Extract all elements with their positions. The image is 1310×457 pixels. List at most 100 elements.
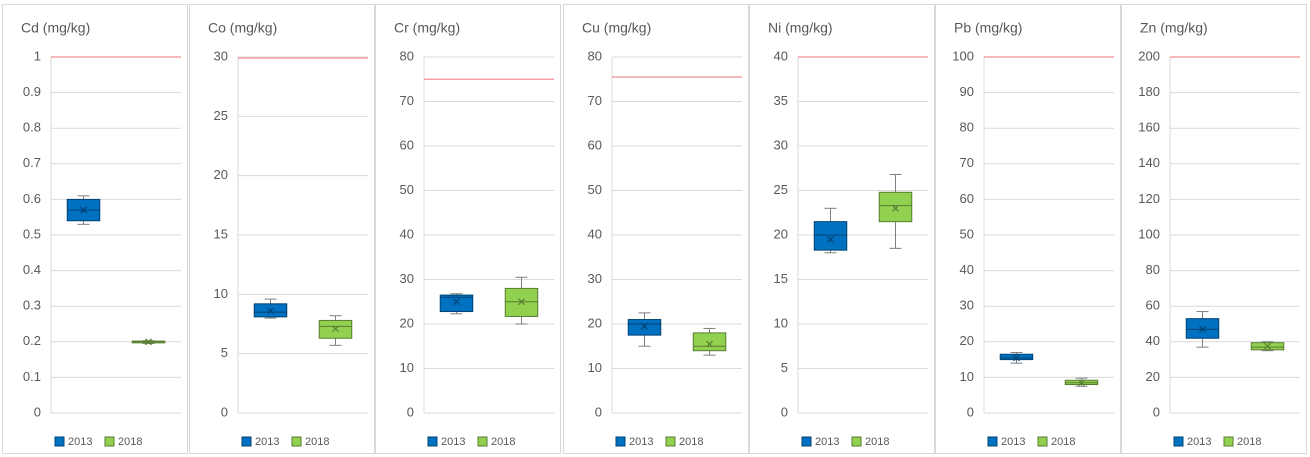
legend-label: 2013 [441, 436, 465, 448]
legend-swatch [104, 436, 115, 447]
y-tick-label: 100 [1138, 226, 1160, 241]
legend-swatch [987, 436, 998, 447]
mean-marker [145, 338, 152, 346]
y-tick-label: 10 [960, 369, 974, 384]
mean-marker [1264, 342, 1271, 350]
legend-label: 2013 [629, 436, 653, 448]
mean-marker [827, 236, 834, 243]
y-tick-label: 0.9 [23, 84, 41, 99]
y-tick-label: 0.8 [23, 120, 41, 135]
y-tick-label: 70 [960, 155, 974, 170]
y-tick-label: 20 [774, 226, 788, 241]
y-tick-label: 180 [1138, 84, 1160, 99]
y-tick-label: 25 [774, 182, 788, 197]
chart-title: Cu (mg/kg) [582, 20, 651, 36]
y-tick-label: 50 [960, 226, 974, 241]
y-tick-label: 140 [1138, 155, 1160, 170]
y-tick-label: 70 [400, 93, 414, 108]
box-panel: Ni (mg/kg) 0 5 10 15 20 25 30 35 40 2013 2018 [749, 4, 935, 454]
legend-swatch [1037, 436, 1048, 447]
y-tick-label: 40 [588, 226, 602, 241]
legend-label: 2018 [1237, 436, 1261, 448]
y-tick-label: 80 [588, 48, 602, 63]
y-tick-label: 0 [221, 404, 228, 419]
legend-label: 2018 [118, 436, 142, 448]
y-tick-label: 10 [774, 315, 788, 330]
legend-swatch [1173, 436, 1184, 447]
legend-label: 2013 [1187, 436, 1211, 448]
y-tick-label: 10 [588, 360, 602, 375]
legend-swatch [54, 436, 65, 447]
mean-marker [706, 340, 713, 348]
mean-marker [1078, 379, 1085, 387]
y-tick-label: 30 [400, 271, 414, 286]
y-tick-label: 90 [960, 84, 974, 99]
box-panel: Cr (mg/kg) 0 10 20 30 40 50 60 70 80 2013 2018 [375, 4, 561, 454]
legend-swatch [291, 436, 302, 447]
y-tick-label: 1 [34, 48, 41, 63]
y-tick-label: 80 [960, 120, 974, 135]
legend-label: 2018 [491, 436, 515, 448]
y-tick-label: 15 [214, 226, 228, 241]
y-tick-label: 0.3 [23, 298, 41, 313]
y-tick-label: 40 [774, 48, 788, 63]
y-tick-label: 0.5 [23, 226, 41, 241]
y-tick-label: 0 [781, 404, 788, 419]
box-panel: Cd (mg/kg) 0 0.1 0.2 0.3 0.4 0.5 0.6 0.7 0.8 0.9 1 2… [2, 4, 188, 454]
legend-swatch [427, 436, 438, 447]
mean-marker [518, 298, 525, 306]
y-tick-label: 0 [595, 404, 602, 419]
y-tick-label: 0 [407, 404, 414, 419]
y-tick-label: 20 [214, 167, 228, 182]
y-tick-label: 25 [214, 108, 228, 123]
y-tick-label: 80 [1146, 262, 1160, 277]
chart-title: Cd (mg/kg) [21, 20, 90, 36]
y-tick-label: 30 [960, 298, 974, 313]
y-tick-label: 30 [588, 271, 602, 286]
box [878, 191, 913, 223]
y-tick-label: 20 [400, 315, 414, 330]
y-tick-label: 5 [781, 360, 788, 375]
legend-label: 2013 [68, 436, 92, 448]
legend-label: 2018 [679, 436, 703, 448]
mean-marker [1199, 325, 1206, 333]
legend-label: 2018 [305, 436, 329, 448]
y-tick-label: 100 [952, 48, 974, 63]
box-panel: Cu (mg/kg) 0 10 20 30 40 50 60 70 80 2013 2018 [563, 4, 749, 454]
y-tick-label: 120 [1138, 191, 1160, 206]
chart-title: Pb (mg/kg) [954, 20, 1022, 36]
y-tick-label: 200 [1138, 48, 1160, 63]
box [1185, 318, 1220, 339]
legend-swatch [615, 436, 626, 447]
legend-label: 2013 [815, 436, 839, 448]
y-tick-label: 35 [774, 93, 788, 108]
mean-marker [332, 325, 339, 333]
y-tick-label: 30 [214, 48, 228, 63]
legend-swatch [851, 436, 862, 447]
legend-label: 2013 [255, 436, 279, 448]
y-tick-label: 60 [588, 137, 602, 152]
y-tick-label: 60 [960, 191, 974, 206]
y-tick-label: 20 [588, 315, 602, 330]
y-tick-label: 0.7 [23, 155, 41, 170]
y-tick-label: 40 [1146, 333, 1160, 348]
y-tick-label: 50 [588, 182, 602, 197]
legend-swatch [241, 436, 252, 447]
y-tick-label: 70 [588, 93, 602, 108]
y-tick-label: 160 [1138, 120, 1160, 135]
legend-swatch [665, 436, 676, 447]
chart-title: Cr (mg/kg) [394, 20, 460, 36]
mean-marker [267, 307, 274, 315]
box [692, 332, 727, 352]
box [627, 319, 662, 336]
y-tick-label: 0 [967, 404, 974, 419]
y-tick-label: 0.6 [23, 191, 41, 206]
legend-swatch [1223, 436, 1234, 447]
chart-title: Co (mg/kg) [208, 20, 277, 36]
box-panel: Zn (mg/kg) 0 20 40 60 80 100 120 140 160 180 200 201… [1121, 4, 1307, 454]
y-tick-label: 15 [774, 271, 788, 286]
legend-swatch [801, 436, 812, 447]
mean-marker [1013, 354, 1020, 362]
y-tick-label: 40 [400, 226, 414, 241]
